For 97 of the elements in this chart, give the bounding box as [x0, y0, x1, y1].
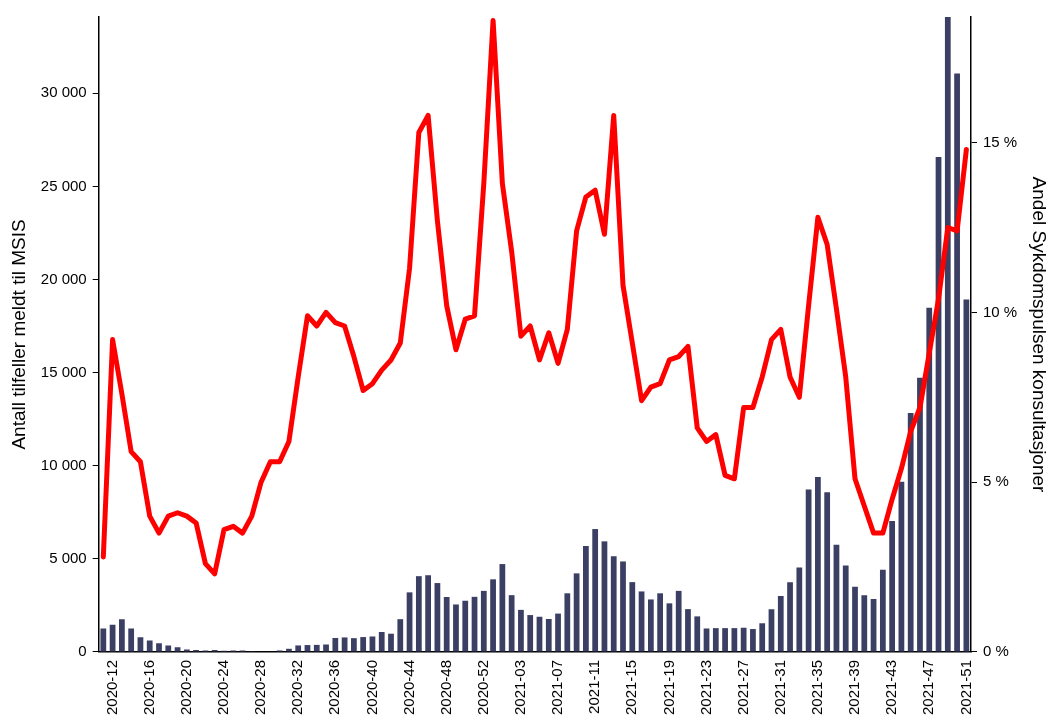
y2-tick-label: 15 %	[983, 132, 1018, 150]
bar	[425, 575, 431, 652]
bar	[815, 476, 821, 652]
bar	[295, 645, 302, 652]
bar	[378, 632, 385, 652]
bar	[842, 565, 849, 652]
y-axis-title: Antall tilfeller meldt til MSIS	[7, 219, 29, 450]
bar	[490, 579, 496, 652]
bar	[564, 593, 571, 652]
bar	[545, 618, 552, 652]
bar	[146, 640, 153, 652]
x-tick-label: 2021-07	[548, 659, 566, 716]
bar	[954, 73, 960, 652]
bar	[415, 576, 422, 652]
bar	[731, 628, 738, 652]
bar	[462, 600, 469, 652]
x-tick-label: 2020-20	[176, 659, 194, 716]
y-tick-label: 0	[78, 642, 87, 660]
x-tick-label: 2021-19	[659, 659, 677, 716]
bar	[824, 492, 831, 652]
x-tick-label: 2020-32	[288, 659, 306, 716]
bar	[119, 619, 125, 652]
bar	[759, 623, 766, 652]
bar	[360, 637, 367, 652]
bar	[963, 299, 970, 652]
bar	[750, 629, 756, 652]
bar	[694, 616, 701, 652]
bar	[128, 628, 135, 652]
bar	[332, 637, 339, 652]
bar	[156, 643, 162, 652]
bar	[852, 586, 858, 652]
bar	[917, 377, 923, 652]
bar	[100, 628, 107, 652]
x-tick-label: 2021-11	[585, 659, 603, 714]
bar	[685, 609, 691, 652]
bar	[907, 413, 914, 652]
bar	[722, 628, 728, 652]
bar	[712, 628, 719, 652]
x-tick-label: 2021-27	[733, 659, 751, 716]
bar	[657, 593, 663, 652]
bar	[555, 613, 561, 652]
bar	[397, 619, 404, 652]
y-tick-label: 20 000	[40, 269, 87, 287]
x-tick-label: 2021-03	[511, 659, 529, 716]
bar	[453, 604, 459, 652]
bar	[796, 567, 803, 652]
bar	[610, 556, 617, 652]
y-tick-label: 15 000	[40, 362, 87, 380]
x-tick-label: 2020-44	[399, 659, 417, 716]
x-tick-label: 2021-31	[770, 659, 788, 716]
bar	[926, 307, 933, 652]
x-tick-label: 2021-15	[622, 659, 640, 716]
bar	[313, 644, 320, 652]
bar	[675, 590, 682, 652]
bar	[583, 546, 589, 652]
y-tick-label: 30 000	[40, 83, 87, 101]
y-tick-label: 5 000	[49, 548, 87, 566]
y-tick-label: 25 000	[40, 176, 87, 194]
bar	[351, 638, 357, 652]
x-tick-label: 2020-28	[251, 659, 269, 716]
y-tick-label: 10 000	[40, 455, 87, 473]
bar	[787, 582, 793, 652]
bar	[592, 529, 599, 652]
bar	[620, 561, 626, 652]
x-tick-label: 2020-16	[139, 659, 157, 716]
x-tick-label: 2020-40	[362, 659, 380, 716]
bar	[443, 597, 450, 652]
x-tick-label: 2020-24	[214, 659, 232, 716]
bar	[889, 521, 896, 652]
bar	[323, 644, 329, 652]
x-tick-label: 2021-51	[956, 659, 974, 716]
bar	[629, 582, 636, 652]
x-tick-label: 2020-52	[473, 659, 491, 716]
y2-tick-label: 0 %	[983, 642, 1009, 660]
bar	[647, 599, 654, 652]
y2-tick-label: 5 %	[983, 472, 1009, 490]
bar	[388, 633, 394, 652]
bar	[740, 627, 747, 652]
bar	[499, 564, 506, 652]
x-tick-label: 2021-23	[696, 659, 714, 716]
bar	[527, 615, 534, 652]
x-tick-label: 2020-12	[102, 659, 120, 716]
x-tick-label: 2021-35	[808, 659, 826, 716]
bar	[861, 595, 868, 652]
x-tick-label: 2021-47	[919, 659, 937, 716]
y2-axis-title: Andel Sykdomspulsen konsultasjoner	[1029, 176, 1051, 494]
bar	[777, 596, 784, 652]
bar	[480, 590, 487, 652]
bar	[879, 569, 886, 652]
bar	[518, 609, 524, 652]
bar	[944, 17, 951, 652]
bar	[508, 595, 515, 652]
y2-tick-label: 10 %	[983, 302, 1018, 320]
x-tick-label: 2021-39	[845, 659, 863, 716]
x-tick-label: 2020-48	[436, 659, 454, 716]
x-tick-label: 2020-36	[325, 659, 343, 716]
x-tick-label: 2021-43	[882, 659, 900, 716]
